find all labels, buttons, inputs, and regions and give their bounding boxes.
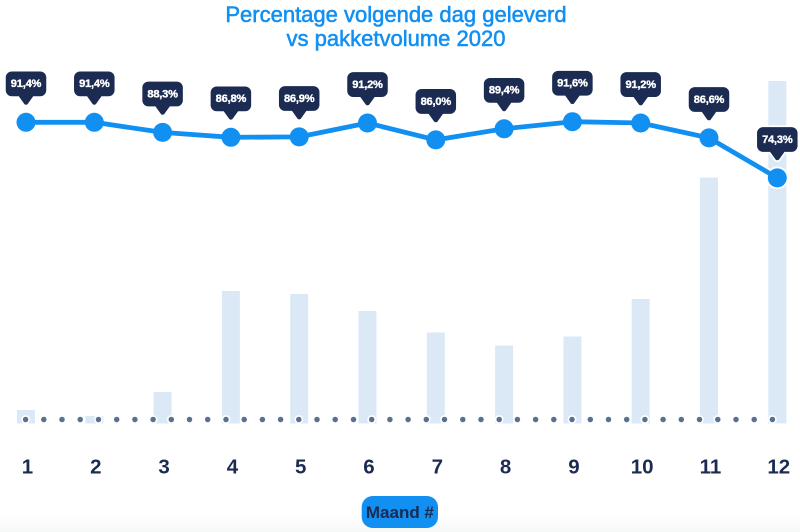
- svg-text:86,6%: 86,6%: [694, 94, 725, 106]
- svg-text:5: 5: [295, 456, 306, 479]
- svg-text:86,9%: 86,9%: [284, 93, 315, 105]
- svg-text:86,8%: 86,8%: [216, 93, 247, 105]
- svg-text:86,0%: 86,0%: [421, 96, 452, 108]
- svg-text:12: 12: [767, 456, 790, 479]
- svg-text:88,3%: 88,3%: [147, 88, 178, 100]
- svg-text:91,2%: 91,2%: [352, 79, 383, 91]
- svg-text:8: 8: [500, 456, 511, 479]
- svg-text:89,4%: 89,4%: [489, 85, 520, 97]
- svg-text:3: 3: [158, 456, 169, 479]
- svg-text:91,6%: 91,6%: [557, 78, 588, 90]
- svg-text:91,2%: 91,2%: [625, 79, 656, 91]
- svg-text:91,4%: 91,4%: [79, 78, 110, 90]
- svg-text:91,4%: 91,4%: [11, 78, 42, 90]
- svg-text:4: 4: [227, 456, 239, 479]
- svg-text:74,3%: 74,3%: [762, 134, 793, 146]
- svg-text:10: 10: [631, 456, 654, 479]
- svg-text:6: 6: [363, 456, 374, 479]
- svg-text:1: 1: [22, 456, 33, 479]
- svg-text:Percentage volgende dag geleve: Percentage volgende dag geleverd: [225, 2, 566, 27]
- svg-text:2: 2: [90, 456, 101, 479]
- svg-text:Maand #: Maand #: [366, 503, 435, 522]
- svg-text:vs pakketvolume 2020: vs pakketvolume 2020: [287, 26, 506, 51]
- svg-text:9: 9: [568, 456, 579, 479]
- svg-text:7: 7: [432, 456, 443, 479]
- svg-text:11: 11: [700, 456, 722, 479]
